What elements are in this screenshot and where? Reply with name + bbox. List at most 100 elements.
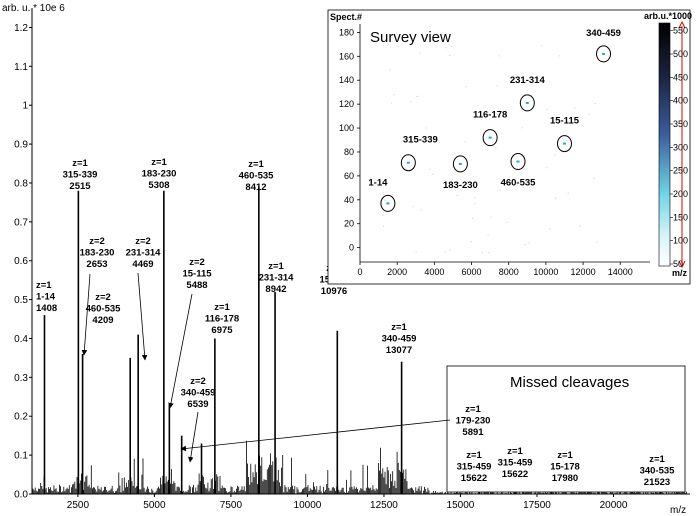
peak-annotation: z=1 183-230 5308 [142,157,177,191]
annotation-line: z=2 [89,236,105,247]
x-tick-label: 7500 [220,500,243,511]
inset-point-spot [516,160,520,163]
annotation-line: 21523 [644,477,670,488]
annotation-line: z=1 [36,280,52,291]
peak-annotation: z=1 179-230 5891 [456,404,491,438]
annotation-line: 231-314 [126,248,162,259]
inset-point-circle [596,45,612,63]
inset-x-tick-label: 4000 [424,267,444,277]
y-tick-label: 0.8 [14,178,28,189]
peak-annotation: z=1 315-459 15622 [457,450,492,484]
annotation-arrow [137,272,148,361]
peak-annotation: z=1 15-178 17980 [550,450,580,484]
inset-y-tick-label: 80 [344,147,354,157]
annotation-line: 6975 [211,325,233,336]
inset-point-spot [562,142,566,145]
y-tick-label: 0.4 [14,334,28,345]
peak-annotation: z=1 340-535 21523 [640,454,676,488]
annotation-line: 8942 [265,284,286,295]
y-axis-label: arb. u. * 10e 6 [2,3,65,14]
y-tick-label: 0.3 [14,373,28,384]
inset-x-label: m/z [672,268,688,278]
annotation-line: 17980 [552,473,578,484]
inset-point-label: 231-314 [510,75,546,86]
annotation-line: z=1 [151,157,167,168]
annotation-line: z=1 [466,450,482,461]
inset-point-circle [482,129,498,147]
peak-annotation: z=2 460-535 4209 [86,292,122,326]
colorbar-tick-label: 100 [673,236,688,246]
colorbar-tick-label: 550 [673,26,688,36]
x-tick-label: 20000 [600,500,628,511]
annotation-line: 340-459 [382,334,417,345]
y-tick-label: 1.1 [14,62,28,73]
peak-annotation: z=2 183-230 2653 [80,236,115,270]
inset-y-label: Spect.# [330,12,362,22]
peak-annotation: z=1 315-339 2515 [63,158,98,192]
colorbar-label: arb.u.*1000 [644,11,692,21]
annotation-line: 4469 [132,259,153,270]
x-tick-label: 12500 [370,500,398,511]
annotation-line: z=1 [557,450,573,461]
annotation-line: 340-535 [640,466,676,477]
inset-x-tick-label: 14000 [608,267,633,277]
inset-y-tick-label: 100 [339,123,354,133]
colorbar-range-arrows [678,20,686,269]
annotation-line: 1408 [36,303,57,314]
inset-x-tick-label: 0 [357,267,362,277]
annotation-line: 10976 [321,286,347,297]
inset-y-tick-label: 60 [344,171,354,181]
annotation-arrow [180,419,451,452]
colorbar [658,22,671,267]
annotation-line: z=2 [135,236,151,247]
annotation-line: 315-339 [63,170,98,181]
annotation-line: 340-459 [181,388,216,399]
annotation-line: 13077 [386,345,412,356]
x-tick-label: 17500 [523,500,551,511]
colorbar-tick-label: 350 [673,119,688,129]
annotation-line: 460-535 [239,171,275,182]
annotation-line: 5891 [462,427,484,438]
peak-annotation: z=1 460-535 8412 [239,159,275,193]
annotation-line: z=1 [391,322,407,333]
colorbar-tick-label: 500 [673,49,688,59]
annotation-line: 2653 [86,259,107,270]
inset-x-tick-label: 6000 [462,267,482,277]
inset-point-label: 340-459 [586,28,621,39]
colorbar-tick-label: 200 [673,189,688,199]
y-tick-label: 0.1 [14,451,28,462]
annotation-line: 1-14 [36,292,56,303]
annotation-line: z=1 [465,404,481,415]
colorbar-tick-label: 300 [673,142,688,152]
y-tick-label: 0.7 [14,217,28,228]
peak-annotation: z=1 231-314 8942 [259,261,295,295]
peak-annotation: z=1 340-459 13077 [382,322,417,356]
annotation-line: 183-230 [80,248,115,259]
peak-annotation: z=2 15-115 5488 [182,257,212,291]
inset-point-spot [386,202,390,205]
inset-point-circle [452,155,468,173]
inset-point-circle [510,153,526,171]
annotation-line: 116-178 [205,314,239,325]
annotation-arrow [81,273,91,356]
colorbar-tick-label: 450 [673,72,688,82]
annotation-line: 5488 [186,280,207,291]
annotation-line: 315-459 [457,462,492,473]
inset-point-label: 315-339 [403,135,438,146]
annotation-line: 315-459 [498,458,533,469]
annotation-line: 183-230 [142,169,177,180]
inset-y-tick-label: 180 [339,27,354,37]
inset-point-label: 1-14 [368,177,388,188]
peak-annotation: z=2 231-314 4469 [126,236,162,270]
annotation-line: z=1 [72,158,88,169]
inset-point-circle [556,135,572,153]
annotation-line: 179-230 [456,416,491,427]
inset-point-label: 15-115 [550,116,580,127]
annotation-line: z=1 [248,159,264,170]
annotation-line: 8412 [245,182,266,193]
annotation-line: 5308 [148,180,169,191]
inset-point-spot [525,101,529,104]
inset-x-tick-label: 12000 [571,267,596,277]
